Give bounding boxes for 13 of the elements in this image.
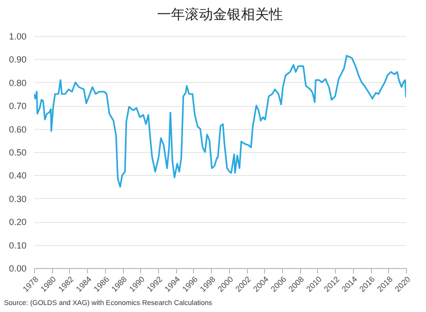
y-tick-label: 0.20 [8,217,26,228]
chart-title: 一年滚动金银相关性 [157,7,283,23]
y-tick-label: 0.80 [8,78,26,88]
y-tick-label: 0.10 [8,240,26,250]
y-tick-label: 0.90 [8,54,26,65]
y-tick-label: 0.00 [8,264,26,274]
y-tick-label: 0.70 [8,101,26,112]
y-tick-label: 1.00 [8,32,26,42]
y-tick-label: 0.30 [8,194,26,204]
y-tick-label: 0.50 [8,148,26,158]
y-tick-label: 0.40 [8,170,26,181]
y-tick-label: 0.60 [8,124,26,134]
line-series [34,54,406,188]
